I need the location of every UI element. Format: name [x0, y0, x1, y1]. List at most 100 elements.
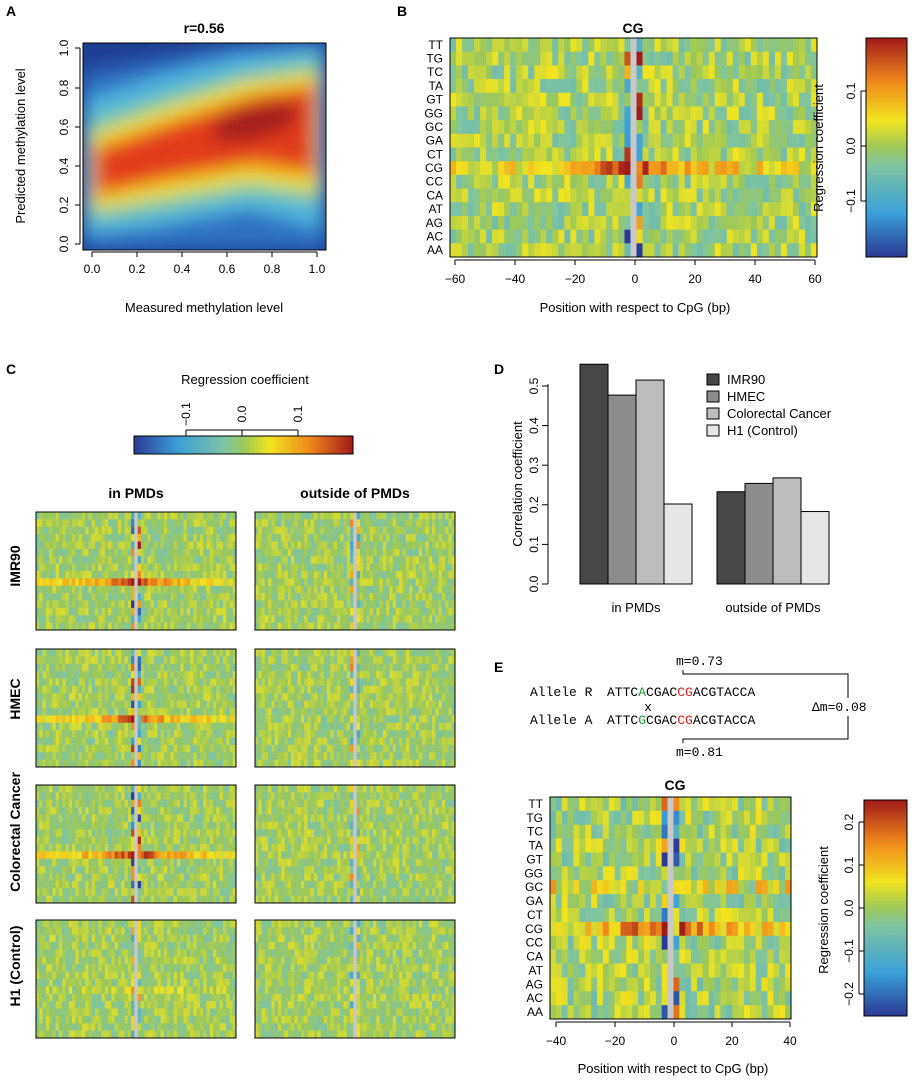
heat-cell	[186, 730, 191, 738]
heat-cell	[104, 607, 109, 616]
heat-cell	[203, 526, 207, 535]
heat-cell	[196, 534, 201, 542]
row-label: AA	[427, 243, 443, 257]
heat-cell	[346, 615, 351, 623]
heat-cell	[399, 585, 403, 594]
heat-cell	[564, 51, 571, 66]
heat-cell	[62, 656, 66, 665]
heat-cell	[199, 744, 204, 753]
heat-cell	[173, 519, 178, 528]
heat-cell	[462, 215, 469, 230]
heat-cell	[150, 615, 155, 623]
heat-cell	[95, 693, 99, 701]
heat-cell	[226, 512, 230, 520]
heat-cell	[714, 79, 722, 94]
heat-cell	[422, 534, 426, 542]
heat-cell	[261, 685, 266, 694]
heat-cell	[65, 744, 70, 753]
heat-cell	[445, 593, 449, 601]
heat-cell	[304, 737, 308, 746]
heat-cell	[39, 663, 43, 672]
heat-cell	[264, 600, 269, 609]
heat-cell	[522, 120, 529, 135]
heat-cell	[183, 678, 188, 687]
heat-cell	[409, 541, 413, 550]
heat-cell	[786, 188, 794, 203]
heat-cell	[180, 563, 184, 572]
heat-cell	[114, 722, 119, 731]
heat-cell	[363, 715, 367, 724]
heat-cell	[72, 744, 76, 753]
heat-cell	[291, 571, 295, 579]
heat-cell	[131, 737, 135, 746]
heat-cell	[294, 700, 298, 709]
heat-cell	[343, 548, 348, 557]
heat-cell	[111, 722, 115, 731]
heat-cell	[392, 526, 397, 535]
heat-cell	[304, 615, 308, 623]
heat-cell	[255, 649, 259, 657]
heat-cell	[409, 571, 413, 579]
heat-cell	[216, 593, 220, 601]
heat-cell	[350, 708, 354, 716]
heat-cell	[98, 593, 102, 601]
heat-cell	[98, 730, 102, 738]
heat-cell	[98, 600, 102, 609]
heat-cell	[222, 708, 227, 716]
heat-cell	[369, 548, 374, 557]
heat-cell	[147, 744, 152, 753]
heat-cell	[389, 685, 394, 694]
heat-cell	[232, 708, 237, 716]
heat-cell	[558, 51, 565, 66]
panel-a: A r=0.56 0.0 0.2 0.4	[6, 3, 327, 315]
heat-cell	[219, 649, 224, 657]
heat-cell	[160, 615, 165, 623]
heat-cell	[744, 133, 752, 148]
heat-cell	[323, 737, 328, 746]
heat-cell	[101, 656, 106, 665]
heat-cell	[219, 607, 224, 616]
heat-cell	[75, 744, 79, 753]
heat-cell	[193, 615, 197, 623]
heat-cell	[534, 229, 541, 244]
heat-cell	[291, 649, 295, 657]
heat-cell	[131, 607, 135, 616]
heat-cell	[570, 188, 577, 203]
heat-cell	[438, 563, 443, 572]
heat-cell	[428, 534, 433, 542]
heat-cell	[594, 65, 601, 80]
heat-cell	[258, 708, 262, 716]
heat-cell	[173, 685, 178, 694]
heat-cell	[170, 556, 175, 564]
heat-cell	[382, 512, 387, 520]
heat-cell	[570, 147, 577, 162]
heat-cell	[379, 526, 384, 535]
heat-cell	[274, 571, 279, 579]
heat-cell	[438, 663, 443, 672]
heat-cell	[546, 106, 553, 121]
heat-cell	[726, 202, 734, 217]
heat-cell	[456, 243, 463, 258]
heat-cell	[117, 571, 122, 579]
heat-cell	[359, 548, 364, 557]
heat-cell	[317, 700, 321, 709]
heat-cell	[389, 700, 394, 709]
heat-cell	[504, 161, 511, 176]
heat-cell	[52, 744, 56, 753]
heat-cell	[91, 785, 96, 793]
heat-cell	[287, 752, 292, 760]
heat-cell	[108, 649, 112, 657]
heat-cell	[330, 541, 334, 550]
heat-cell	[68, 678, 73, 687]
heat-cell	[774, 188, 782, 203]
heat-cell	[448, 622, 453, 631]
heat-cell	[72, 678, 76, 687]
heat-cell	[213, 607, 217, 616]
heat-cell	[258, 585, 262, 594]
heat-cell	[284, 744, 289, 753]
heat-cell	[101, 563, 106, 572]
heat-cell	[666, 188, 673, 203]
heat-cell	[330, 685, 334, 694]
heat-cell	[58, 600, 63, 609]
